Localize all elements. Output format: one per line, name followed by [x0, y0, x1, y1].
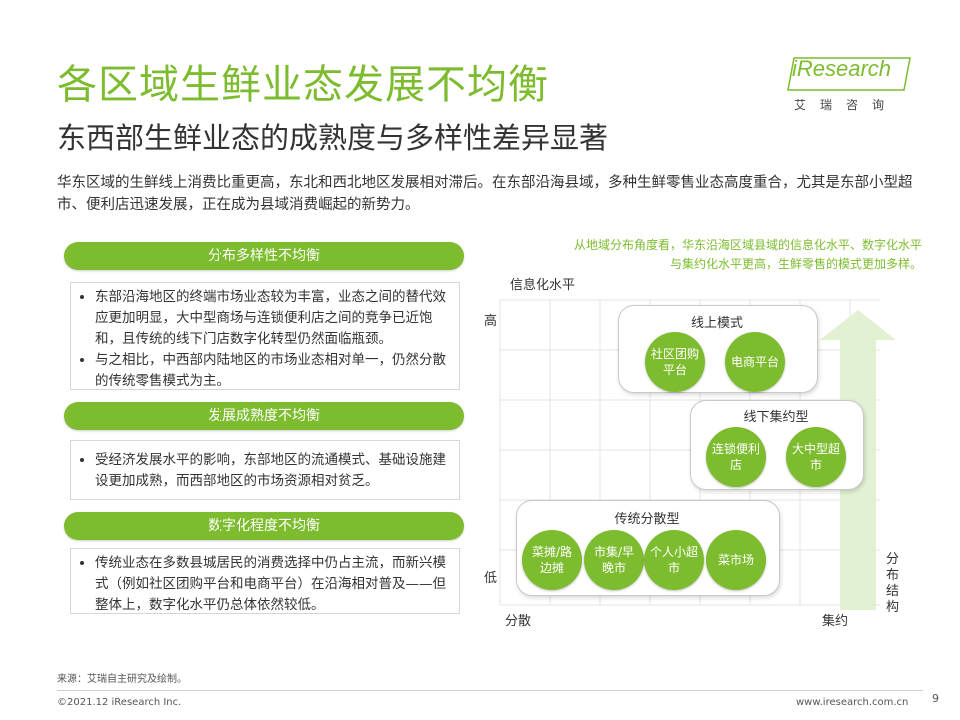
section-tag-label: 数字化程度不均衡 [208, 518, 320, 534]
bubble-chain-convenience: 连锁便利店 [706, 427, 766, 487]
bullet-item: 东部沿海地区的终端市场业态较为丰富，业态之间的替代效应更加明显，大中型商场与连锁… [95, 287, 449, 350]
arrow-label: 分布结构 [886, 552, 900, 615]
group-title-online: 线上模式 [690, 316, 743, 331]
section-tag-maturity: 发展成熟度不均衡 [64, 402, 464, 430]
section-box-diversity: 东部沿海地区的终端市场业态较为丰富，业态之间的替代效应更加明显，大中型商场与连锁… [70, 282, 460, 390]
bubble-community-group-buy: 社区团购平台 [645, 332, 705, 392]
section-box-maturity: 受经济发展水平的影响，东部地区的流通模式、基础设施建设更加成熟，而西部地区的市场… [70, 440, 460, 500]
source-note: 来源：艾瑞自主研究及绘制。 [57, 674, 187, 685]
section-tag-diversity: 分布多样性不均衡 [64, 242, 464, 270]
y-axis-low-label: 低 [484, 571, 498, 586]
page-title: 各区域生鲜业态发展不均衡 [57, 62, 549, 108]
section-box-digital: 传统业态在多数县城居民的消费选择中仍占主流，而新兴模式（例如社区团购平台和电商平… [70, 548, 460, 614]
section-tag-digital: 数字化程度不均衡 [64, 512, 464, 540]
x-axis-left-label: 分散 [505, 614, 532, 629]
y-axis-title: 信息化水平 [510, 278, 576, 293]
bullet-item: 传统业态在多数县城居民的消费选择中仍占主流，而新兴模式（例如社区团购平台和电商平… [95, 553, 449, 616]
page-number: 9 [932, 692, 939, 705]
bubble-wet-market: 菜市场 [706, 530, 766, 590]
group-title-offline: 线下集约型 [743, 410, 809, 425]
page-subtitle: 东西部生鲜业态的成熟度与多样性差异显著 [57, 121, 609, 155]
y-axis-high-label: 高 [484, 314, 498, 329]
intro-paragraph: 华东区域的生鲜线上消费比重更高，东北和西北地区发展相对滞后。在东部沿海县域，多种… [57, 175, 913, 213]
website-text: www.iresearch.com.cn [796, 697, 909, 708]
bubble-street-stall: 菜摊/路边摊 [522, 530, 582, 590]
bubble-large-supermarket: 大中型超市 [786, 427, 846, 487]
x-axis-right-label: 集约 [822, 614, 849, 629]
copyright-text: ©2021.12 iResearch Inc. [57, 697, 182, 708]
footer-divider [57, 690, 923, 691]
group-title-traditional: 传统分散型 [614, 512, 680, 527]
chart-note: 从地域分布角度看，华东沿海区域县域的信息化水平、数字化水平与集约化水平更高，生鲜… [574, 238, 923, 271]
section-tag-label: 分布多样性不均衡 [208, 248, 320, 264]
bubble-market-fair: 市集/早晚市 [584, 530, 644, 590]
section-tag-label: 发展成熟度不均衡 [208, 408, 320, 424]
logo-wordmark: iResearch [792, 56, 892, 81]
bullet-item: 受经济发展水平的影响，东部地区的流通模式、基础设施建设更加成熟，而西部地区的市场… [95, 450, 449, 492]
bubble-ecommerce-platform: 电商平台 [725, 332, 785, 392]
bubble-small-store: 个人小超市 [644, 530, 704, 590]
bullet-item: 与之相比，中西部内陆地区的市场业态相对单一，仍然分散的传统零售模式为主。 [95, 350, 449, 392]
iresearch-logo [787, 57, 911, 91]
logo-chinese: 艾瑞咨询 [794, 98, 899, 112]
